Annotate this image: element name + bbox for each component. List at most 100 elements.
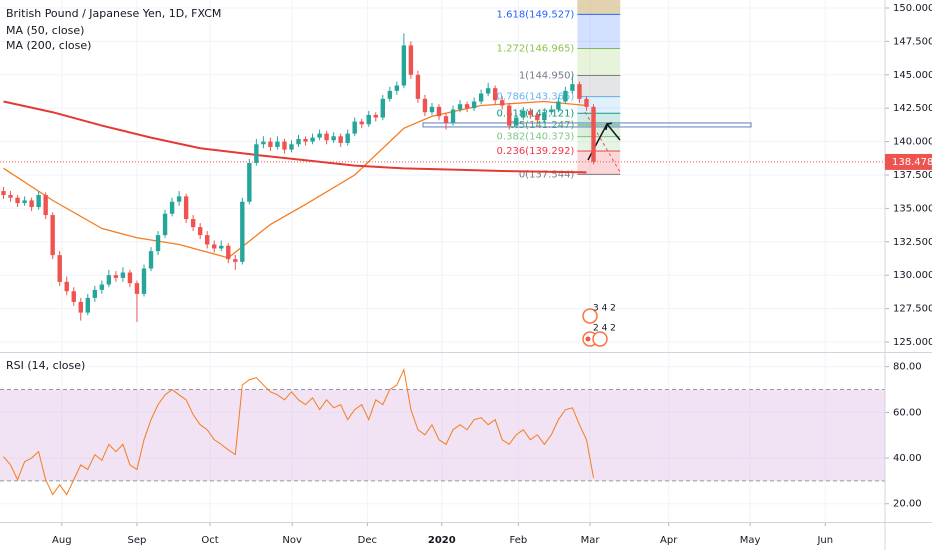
fib-label: 0.618(142.121) bbox=[497, 108, 575, 119]
candle-body bbox=[436, 106, 442, 117]
y-tick-label: 80.00 bbox=[893, 362, 922, 373]
moving-average bbox=[3, 100, 587, 174]
candle-body bbox=[500, 100, 505, 106]
x-tick-label: Aug bbox=[52, 535, 72, 546]
rsi-line bbox=[3, 368, 595, 496]
candle-body bbox=[261, 141, 266, 145]
icon bbox=[582, 308, 598, 324]
candle-body bbox=[205, 235, 210, 245]
candle-body bbox=[240, 201, 245, 262]
candle-body bbox=[99, 284, 105, 290]
y-tick-label: 145.000 bbox=[893, 70, 932, 81]
candle-body bbox=[162, 213, 168, 236]
candle-body bbox=[507, 105, 512, 126]
candle-body bbox=[331, 136, 336, 141]
legend-entry: MA (50, close) bbox=[6, 24, 84, 37]
candle-body bbox=[577, 84, 582, 99]
icon bbox=[585, 336, 591, 342]
fib-band bbox=[577, 124, 621, 137]
candle-body bbox=[169, 201, 175, 214]
fib-band bbox=[577, 136, 621, 152]
candle-body bbox=[127, 272, 133, 284]
x-tick-label: Jun bbox=[816, 535, 833, 546]
legend-entry: MA (200, close) bbox=[6, 39, 91, 52]
candle-body bbox=[268, 141, 273, 147]
fib-band bbox=[577, 151, 621, 175]
y-tick-label: 137.500 bbox=[893, 170, 932, 181]
candle-body bbox=[22, 200, 27, 204]
candle-body bbox=[542, 112, 547, 121]
candle-body bbox=[394, 85, 400, 91]
candle-body bbox=[429, 106, 435, 113]
candle-body bbox=[471, 101, 477, 109]
candle-body bbox=[254, 144, 259, 163]
candle-body bbox=[148, 251, 154, 269]
y-tick-label: 132.500 bbox=[893, 237, 932, 248]
candle-body bbox=[422, 98, 428, 113]
candle-body bbox=[57, 255, 62, 282]
candle-body bbox=[317, 133, 322, 138]
candle-body bbox=[233, 259, 238, 262]
y-tick-label: 142.500 bbox=[893, 103, 932, 114]
y-tick-label: 20.00 bbox=[893, 499, 922, 510]
x-tick-label: 2020 bbox=[428, 535, 456, 546]
x-tick-label: Feb bbox=[509, 535, 527, 546]
x-tick-label: Dec bbox=[358, 535, 377, 546]
candle-body bbox=[521, 110, 526, 118]
candle-body bbox=[380, 98, 385, 118]
fib-label: 1.272(146.965) bbox=[497, 44, 575, 55]
candle-body bbox=[324, 133, 329, 141]
horizontal-line bbox=[422, 122, 752, 128]
candle-body bbox=[549, 109, 554, 113]
candle-body bbox=[352, 121, 357, 134]
candle-body bbox=[450, 109, 456, 123]
candle-body bbox=[197, 227, 203, 236]
candle-body bbox=[408, 45, 414, 75]
candle-body bbox=[556, 101, 561, 110]
candle-body bbox=[457, 104, 463, 110]
icon bbox=[592, 331, 608, 347]
y-tick-label: 135.000 bbox=[893, 203, 932, 214]
candle-body bbox=[8, 195, 13, 198]
candle-body bbox=[443, 116, 449, 123]
x-tick-label: Sep bbox=[128, 535, 147, 546]
fib-band bbox=[577, 0, 621, 15]
rsi-title: RSI (14, close) bbox=[6, 359, 85, 372]
candle-body bbox=[15, 197, 20, 204]
candle-body bbox=[514, 117, 519, 126]
candle-body bbox=[120, 272, 126, 278]
last-price-box bbox=[885, 153, 932, 170]
candle-body bbox=[345, 133, 350, 143]
fib-band bbox=[577, 14, 621, 49]
x-tick-label: Nov bbox=[282, 535, 302, 546]
candle-body bbox=[591, 106, 596, 162]
candle-body bbox=[401, 45, 407, 86]
candle-body bbox=[535, 114, 540, 121]
candle-body bbox=[183, 196, 189, 220]
candle-body bbox=[282, 141, 287, 150]
x-tick-label: Oct bbox=[201, 535, 218, 546]
fib-band bbox=[577, 48, 621, 76]
candle-body bbox=[190, 219, 196, 228]
candle-body bbox=[528, 110, 533, 115]
candle-body bbox=[296, 138, 301, 145]
candle-body bbox=[478, 93, 484, 102]
candle-body bbox=[113, 275, 119, 278]
candle-body bbox=[85, 297, 90, 313]
candle-body bbox=[373, 114, 378, 118]
candle-body bbox=[106, 275, 112, 285]
candle-body bbox=[338, 136, 343, 143]
candle-body bbox=[64, 281, 69, 292]
candle-body bbox=[310, 137, 315, 142]
candle-body bbox=[387, 90, 393, 99]
candle-body bbox=[43, 195, 48, 216]
x-tick-label: May bbox=[740, 535, 761, 546]
fib-label: 1.618(149.527) bbox=[497, 9, 575, 20]
candle-body bbox=[134, 283, 140, 294]
y-tick-label: 127.500 bbox=[893, 304, 932, 315]
x-tick-label: Apr bbox=[660, 535, 678, 546]
annotation-icons: 3 4 2 2 4 2 bbox=[582, 304, 616, 347]
candle-body bbox=[29, 200, 34, 208]
y-tick-label: 125.000 bbox=[893, 337, 932, 348]
